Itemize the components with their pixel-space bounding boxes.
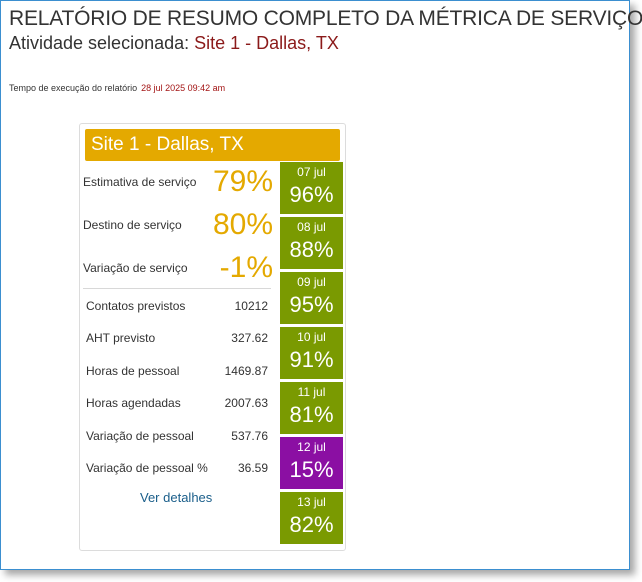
day-tile[interactable]: 12 jul 15% (280, 437, 343, 489)
service-estimate-value: 79% (212, 165, 273, 198)
stat-value: 327.62 (231, 331, 268, 345)
day-percent: 95% (289, 292, 334, 317)
site-summary-card: Site 1 - Dallas, TX Estimativa de serviç… (79, 123, 346, 551)
stat-label: Variação de pessoal (86, 429, 194, 443)
day-date: 13 jul (297, 495, 326, 509)
report-title: RELATÓRIO DE RESUMO COMPLETO DA MÉTRICA … (9, 7, 642, 30)
stat-value: 537.76 (231, 429, 268, 443)
site-card-header: Site 1 - Dallas, TX (85, 129, 340, 161)
stat-label: AHT previsto (86, 331, 156, 345)
selected-activity: Atividade selecionada: Site 1 - Dallas, … (9, 33, 339, 54)
service-estimate-row: Estimativa de serviço 79% (83, 162, 273, 202)
runtime-value: 28 jul 2025 09:42 am (141, 83, 226, 93)
day-percent: 88% (289, 237, 334, 262)
service-estimate-label: Estimativa de serviço (83, 175, 197, 189)
stat-label: Variação de pessoal % (86, 461, 208, 475)
stat-label: Horas agendadas (86, 396, 181, 410)
stat-row-staff-hours: Horas de pessoal 1469.87 (86, 361, 268, 381)
day-date: 08 jul (297, 220, 326, 234)
service-target-label: Destino de serviço (83, 218, 182, 232)
day-tile[interactable]: 10 jul 91% (280, 327, 343, 379)
stat-row-forecast-contacts: Contatos previstos 10212 (86, 296, 268, 316)
view-details-link[interactable]: Ver detalhes (140, 490, 213, 505)
day-tile[interactable]: 11 jul 81% (280, 382, 343, 434)
service-variance-value: -1% (219, 251, 273, 284)
service-variance-row: Variação de serviço -1% (83, 248, 273, 288)
stat-value: 2007.63 (224, 396, 268, 410)
day-tile[interactable]: 08 jul 88% (280, 217, 343, 269)
report-runtime: Tempo de execução do relatório 28 jul 202… (9, 83, 225, 93)
day-date: 09 jul (297, 275, 326, 289)
day-date: 12 jul (297, 440, 326, 454)
day-date: 11 jul (297, 385, 326, 399)
stat-label: Horas de pessoal (86, 364, 180, 378)
stat-value: 10212 (234, 299, 268, 313)
stat-label: Contatos previstos (86, 299, 186, 313)
day-percent: 81% (289, 402, 334, 427)
stat-row-scheduled-hours: Horas agendadas 2007.63 (86, 393, 268, 413)
selected-activity-value: Site 1 - Dallas, TX (194, 33, 339, 53)
day-tile[interactable]: 07 jul 96% (280, 162, 343, 214)
day-percent: 15% (289, 457, 334, 482)
runtime-label: Tempo de execução do relatório (9, 83, 138, 93)
selected-activity-label: Atividade selecionada: (9, 33, 195, 53)
day-percent: 96% (289, 182, 334, 207)
stat-row-staff-variance-pct: Variação de pessoal % 36.59 (86, 458, 268, 478)
stat-row-staff-variance: Variação de pessoal 537.76 (86, 426, 268, 446)
stat-value: 1469.87 (224, 364, 268, 378)
day-percent: 82% (289, 512, 334, 537)
day-date: 10 jul (297, 330, 326, 344)
report-frame: RELATÓRIO DE RESUMO COMPLETO DA MÉTRICA … (0, 0, 642, 570)
day-tile[interactable]: 13 jul 82% (280, 492, 343, 544)
stat-row-forecast-aht: AHT previsto 327.62 (86, 328, 268, 348)
day-date: 07 jul (297, 165, 326, 179)
service-variance-label: Variação de serviço (83, 261, 188, 275)
day-percent: 91% (289, 347, 334, 372)
service-target-value: 80% (212, 208, 273, 241)
service-target-row: Destino de serviço 80% (83, 205, 273, 245)
day-tile[interactable]: 09 jul 95% (280, 272, 343, 324)
stat-value: 36.59 (237, 461, 268, 475)
metrics-divider (83, 288, 271, 289)
